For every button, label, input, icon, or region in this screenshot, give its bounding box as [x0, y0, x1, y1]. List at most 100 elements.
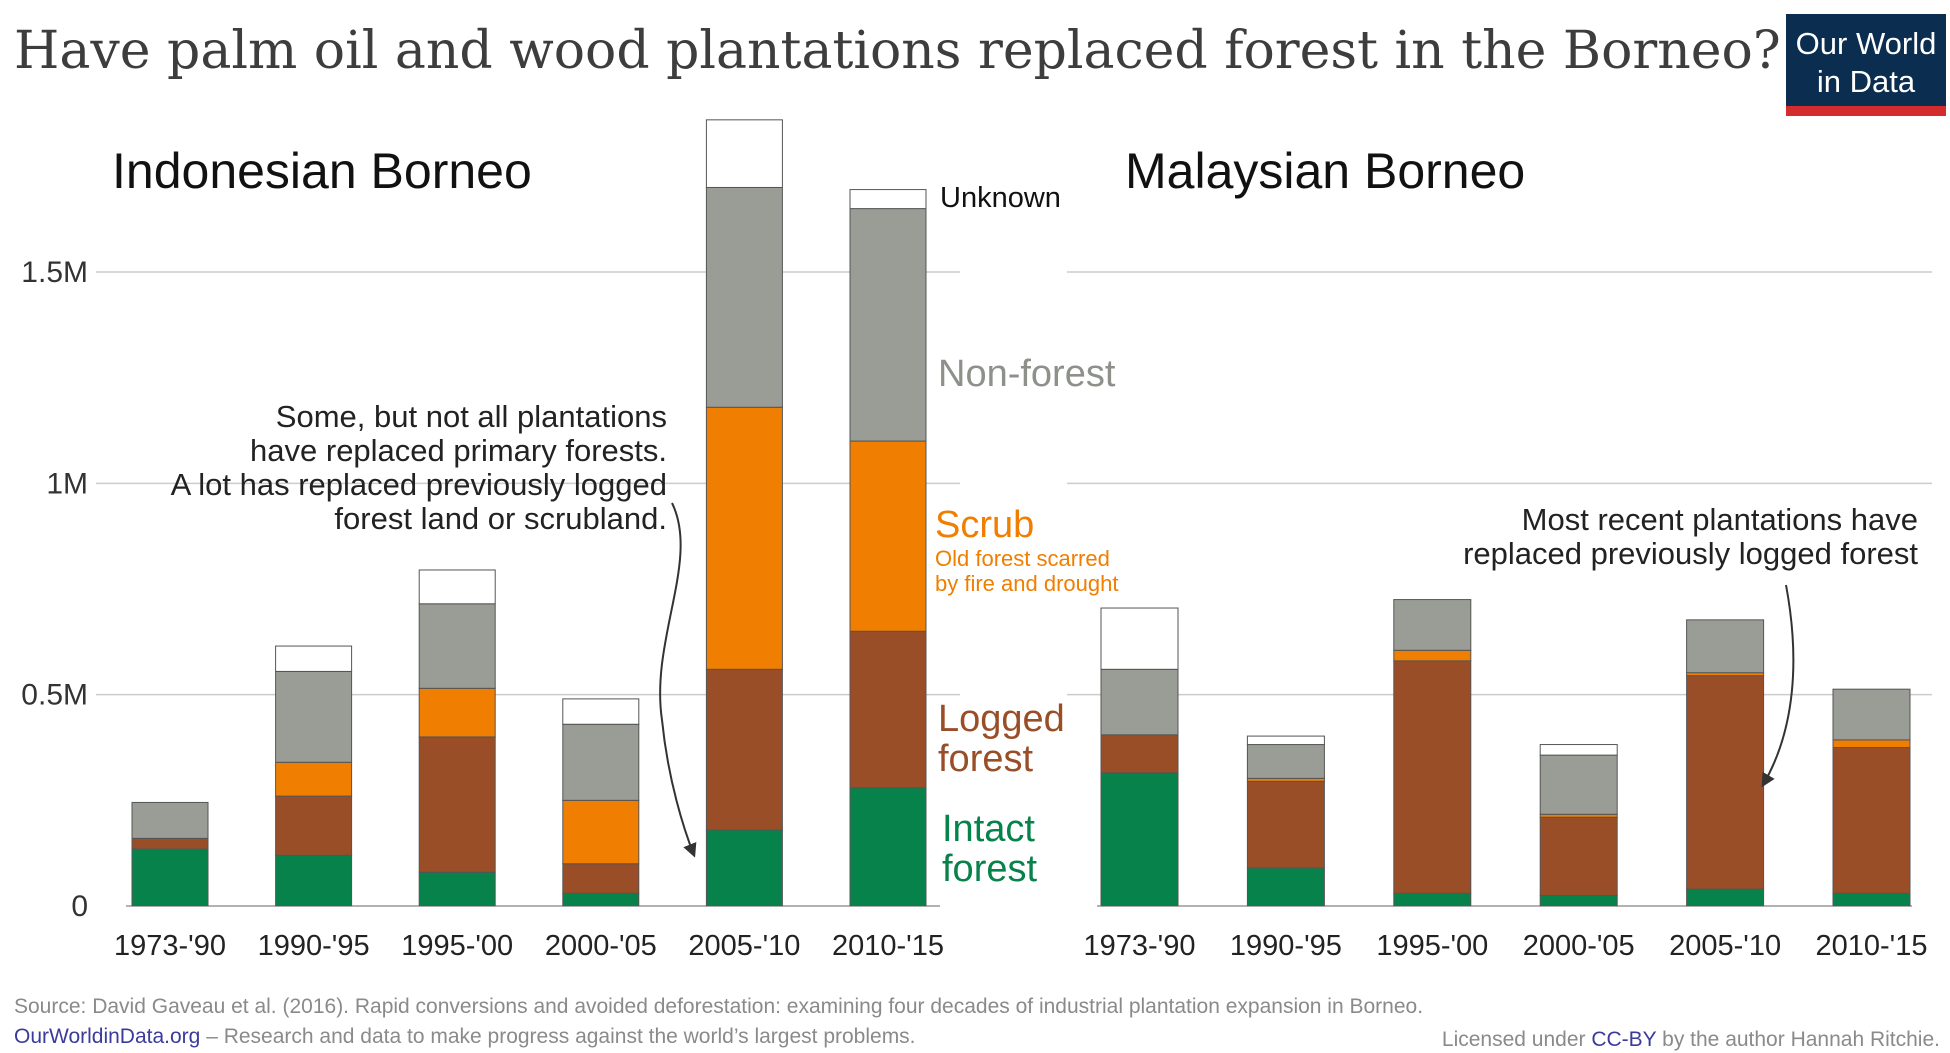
annotation-malaysia: Most recent plantations have replaced pr…: [1463, 502, 1918, 788]
logo-background: [1786, 14, 1946, 106]
x-tick-label: 2000-'05: [545, 930, 657, 962]
y-tick-label: 1.5M: [21, 256, 88, 289]
bar-segment: [1832, 892, 1911, 907]
chart-title: Have palm oil and wood plantations repla…: [14, 21, 1781, 81]
bar-segment: [705, 668, 783, 831]
footer-license-link[interactable]: CC-BY: [1591, 1028, 1656, 1051]
bar-segment: [1246, 780, 1325, 869]
y-tick-label: 0.5M: [21, 679, 88, 712]
y-tick-label: 1M: [46, 467, 88, 500]
x-tick-label: 2010-'15: [832, 930, 944, 962]
bar-segment: [705, 829, 783, 907]
y-tick-label: 0: [71, 890, 88, 923]
x-tick-label: 2005-'10: [688, 930, 800, 962]
bar-segment: [562, 799, 640, 865]
annotation-indonesia: Some, but not all plantations have repla…: [171, 399, 697, 858]
bars: [131, 119, 1911, 907]
bar-segment: [1393, 660, 1472, 894]
footer-site-line: OurWorldinData.org – Research and data t…: [14, 1025, 916, 1048]
bar-segment: [562, 863, 640, 894]
x-tick-label: 1990-'95: [258, 930, 370, 962]
category-labels: 1973-'90 1990-'95 1995-'00 2000-'05 2005-'10…: [114, 930, 1927, 962]
x-tick-label: 2010-'15: [1816, 930, 1928, 962]
bar-segment: [1246, 744, 1325, 779]
footer-site-link[interactable]: OurWorldinData.org: [14, 1025, 200, 1048]
annotation-indonesia-line-3: A lot has replaced previously logged: [171, 467, 667, 502]
bar-segment: [418, 687, 496, 738]
bar-segment: [275, 670, 353, 763]
annotation-indonesia-line-4: forest land or scrubland.: [334, 501, 667, 536]
x-tick-label: 1995-'00: [401, 930, 513, 962]
legend-logged-2: forest: [938, 738, 1033, 780]
legend-non-forest: Non-forest: [938, 353, 1116, 395]
bar-segment: [1686, 888, 1765, 907]
gridlines: [96, 271, 1932, 907]
owid-logo[interactable]: Our World in Data: [1786, 14, 1946, 116]
bar-segment: [849, 208, 927, 442]
x-tick-label: 1995-'00: [1376, 930, 1488, 962]
bar-segment: [1246, 735, 1325, 746]
legend: Unknown Non-forest Scrub Old forest scar…: [935, 182, 1118, 890]
bar-segment: [418, 871, 496, 907]
bar-segment: [1246, 867, 1325, 907]
annotation-indonesia-line-2: have replaced primary forests.: [250, 433, 667, 468]
bar-segment: [1393, 649, 1472, 662]
legend-scrub-note-1: Old forest scarred: [935, 546, 1110, 571]
bar-segment: [562, 698, 640, 725]
bar-segment: [1100, 772, 1179, 907]
logo-stripe: [1786, 106, 1946, 116]
bar-segment: [1686, 619, 1765, 674]
x-tick-label: 2005-'10: [1669, 930, 1781, 962]
bar-segment: [1539, 754, 1618, 815]
bar-segment: [1832, 747, 1911, 894]
footer-source: Source: David Gaveau et al. (2016). Rapi…: [14, 995, 1423, 1018]
bar-segment: [1832, 739, 1911, 749]
annotation-malaysia-line-2: replaced previously logged forest: [1463, 536, 1918, 571]
bar-segment: [849, 189, 927, 210]
annotation-indonesia-line-1: Some, but not all plantations: [276, 399, 667, 434]
bar-segment: [418, 569, 496, 605]
bar-segment: [1832, 688, 1911, 741]
annotation-malaysia-line-1: Most recent plantations have: [1522, 502, 1918, 537]
bar-segment: [275, 795, 353, 856]
bar-segment: [131, 837, 209, 850]
legend-scrub: Scrub: [935, 504, 1034, 546]
bar-segment: [1539, 744, 1618, 756]
x-tick-label: 1973-'90: [114, 930, 226, 962]
legend-scrub-note-2: by fire and drought: [935, 571, 1118, 596]
x-tick-label: 1990-'95: [1230, 930, 1342, 962]
annotation-indonesia-arrow: [659, 502, 697, 858]
logo-line-2: in Data: [1817, 64, 1916, 99]
logo-line-1: Our World: [1796, 26, 1937, 61]
bar-segment: [705, 406, 783, 670]
bar-segment: [418, 736, 496, 873]
bar-segment: [275, 645, 353, 672]
footer-license: Licensed under CC-BY by the author Hanna…: [1442, 1028, 1940, 1051]
footer: Source: David Gaveau et al. (2016). Rapi…: [14, 995, 1940, 1051]
bar-segment: [1100, 734, 1179, 774]
bar-segment: [275, 761, 353, 797]
bar-segment: [131, 801, 209, 839]
bar-segment: [705, 186, 783, 408]
panel-title-malaysia: Malaysian Borneo: [1125, 143, 1525, 199]
bar-segment: [1100, 607, 1179, 670]
bar-segment: [1393, 892, 1472, 907]
x-tick-label: 2000-'05: [1523, 930, 1635, 962]
annotation-malaysia-arrow: [1761, 584, 1795, 788]
bar-segment: [705, 119, 783, 188]
bar-segment: [849, 440, 927, 632]
footer-tagline: – Research and data to make progress aga…: [200, 1025, 915, 1048]
bar-segment: [1686, 675, 1765, 890]
bar-segment: [1100, 668, 1179, 736]
bar-segment: [1539, 894, 1618, 907]
bar-segment: [1393, 599, 1472, 651]
bar-segment: [849, 787, 927, 907]
bar-segment: [562, 892, 640, 907]
panel-title-indonesia: Indonesian Borneo: [112, 143, 532, 199]
footer-license-suffix: by the author Hannah Ritchie.: [1656, 1028, 1940, 1051]
bar-segment: [275, 854, 353, 907]
legend-logged-1: Logged: [938, 698, 1065, 740]
legend-intact-2: forest: [942, 848, 1037, 890]
legend-unknown: Unknown: [940, 182, 1061, 214]
